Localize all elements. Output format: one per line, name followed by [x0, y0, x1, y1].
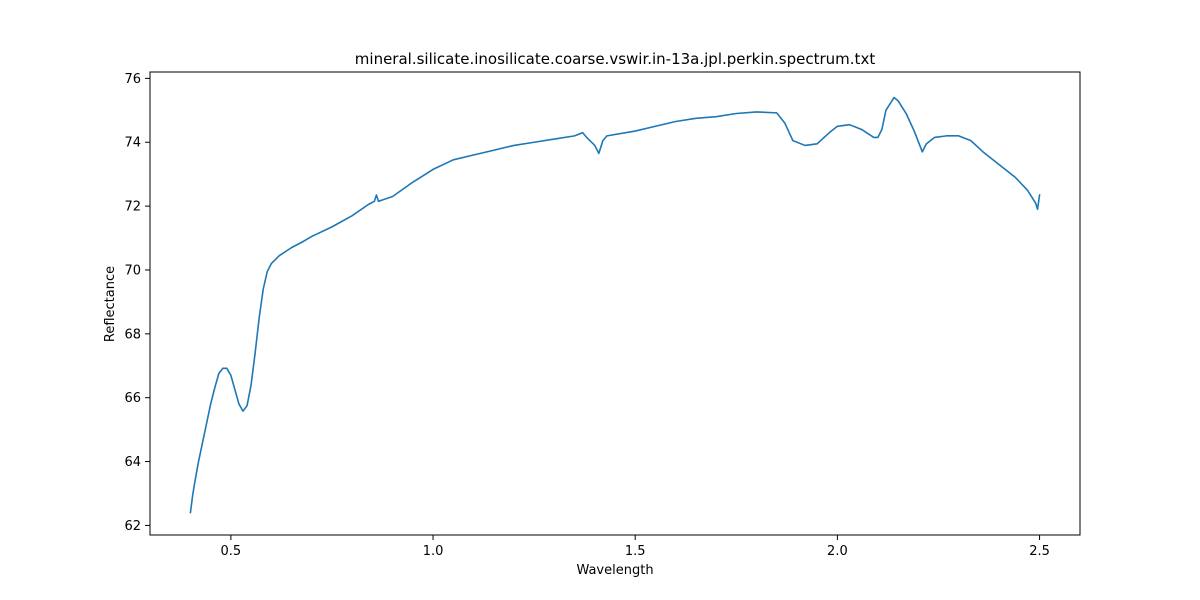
- x-tick-label: 1.5: [625, 544, 646, 559]
- y-tick-label: 70: [124, 263, 141, 278]
- y-tick-label: 64: [124, 455, 141, 470]
- y-tick-label: 62: [124, 519, 141, 534]
- y-tick-label: 74: [124, 136, 141, 151]
- chart-title: mineral.silicate.inosilicate.coarse.vswi…: [355, 50, 876, 68]
- x-tick-label: 2.5: [1029, 544, 1050, 559]
- y-axis: 62 64 66 68 70 72 74 76: [124, 72, 150, 534]
- y-tick-label: 76: [124, 72, 141, 87]
- x-tick-label: 0.5: [221, 544, 242, 559]
- axes-frame: [149, 71, 1081, 536]
- plot-area: [149, 71, 1081, 536]
- spectrum-line: [189, 96, 1041, 514]
- x-axis: 0.5 1.0 1.5 2.0 2.5: [221, 535, 1050, 559]
- y-tick-label: 66: [124, 391, 141, 406]
- y-tick-label: 68: [124, 327, 141, 342]
- x-tick-label: 1.0: [423, 544, 444, 559]
- y-axis-label: Reflectance: [103, 266, 118, 342]
- y-tick-label: 72: [124, 200, 141, 215]
- x-axis-label: Wavelength: [576, 563, 653, 578]
- x-tick-label: 2.0: [827, 544, 848, 559]
